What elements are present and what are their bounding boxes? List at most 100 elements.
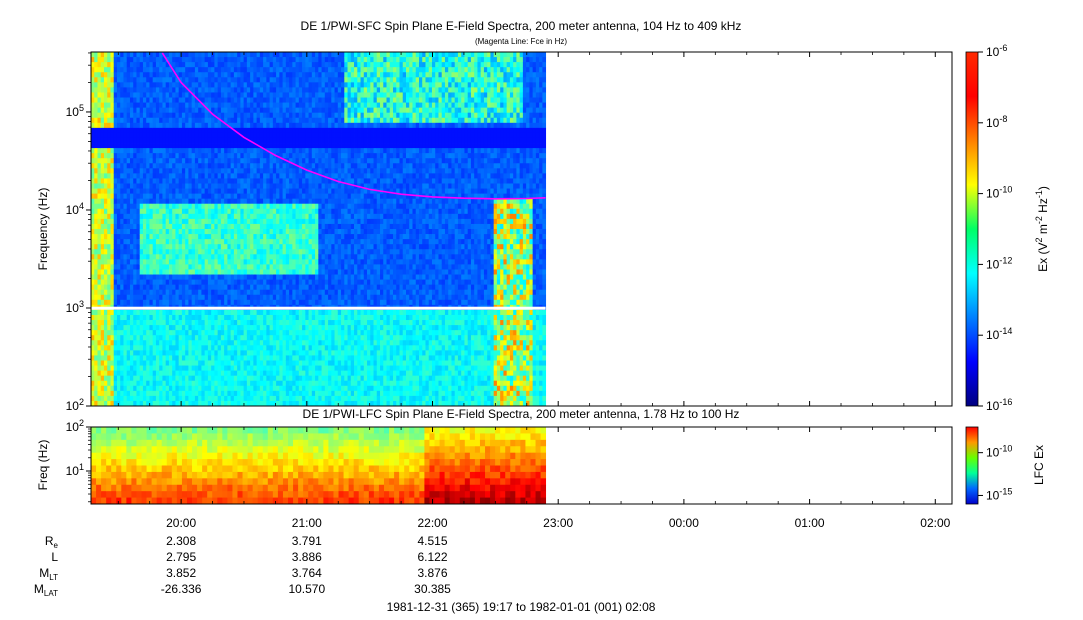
top-heatmap-cell xyxy=(120,289,124,296)
top-heatmap-cell xyxy=(250,77,254,83)
top-heatmap-cell xyxy=(259,102,264,109)
top-heatmap-cell xyxy=(282,143,287,149)
top-heatmap-cell xyxy=(126,244,131,250)
top-heatmap-cell xyxy=(259,259,264,265)
top-heatmap-cell xyxy=(305,97,309,103)
top-heatmap-cell xyxy=(308,340,313,346)
top-heatmap-cell xyxy=(198,314,202,321)
top-heatmap-cell xyxy=(185,223,189,230)
top-heatmap-cell xyxy=(263,335,267,341)
top-heatmap-cell xyxy=(266,218,271,225)
top-heatmap-cell xyxy=(276,137,280,144)
top-heatmap-cell xyxy=(149,360,154,366)
top-heatmap-cell xyxy=(214,259,219,265)
top-heatmap-cell xyxy=(211,87,215,93)
top-heatmap-cell xyxy=(220,82,225,88)
top-heatmap-cell xyxy=(279,390,283,397)
top-heatmap-cell xyxy=(201,132,206,139)
top-heatmap-cell xyxy=(269,234,274,240)
top-heatmap-cell xyxy=(159,325,163,331)
top-panel-title: DE 1/PWI-SFC Spin Plane E-Field Spectra,… xyxy=(301,19,742,33)
top-heatmap-cell xyxy=(318,360,322,366)
top-heatmap-cell xyxy=(256,279,261,286)
top-heatmap-cell xyxy=(237,340,241,346)
top-heatmap-cell xyxy=(120,249,124,255)
top-heatmap-cell xyxy=(142,183,147,189)
top-heatmap-cell xyxy=(276,213,280,220)
top-heatmap-cell xyxy=(126,107,131,114)
top-heatmap-cell xyxy=(181,143,186,149)
top-heatmap-cell xyxy=(263,168,267,174)
top-heatmap-cell xyxy=(178,299,183,306)
top-heatmap-cell xyxy=(282,299,287,306)
top-heatmap-cell xyxy=(107,360,111,366)
top-heatmap-cell xyxy=(97,370,102,377)
top-heatmap-cell xyxy=(266,239,271,245)
top-heatmap-cell xyxy=(289,52,293,58)
top-heatmap-cell xyxy=(181,132,186,139)
top-heatmap-cell xyxy=(272,97,277,103)
top-heatmap-cell xyxy=(282,52,287,58)
top-heatmap-cell xyxy=(256,158,261,164)
top-heatmap-cell xyxy=(97,178,102,184)
top-heatmap-cell xyxy=(155,299,160,306)
top-heatmap-cell xyxy=(292,340,296,346)
top-heatmap-cell xyxy=(211,213,215,220)
top-heatmap-cell xyxy=(289,370,293,377)
top-heatmap-cell xyxy=(308,72,313,78)
top-heatmap-cell xyxy=(175,62,180,68)
top-heatmap-cell xyxy=(256,52,261,58)
top-heatmap-cell xyxy=(120,203,124,210)
top-heatmap-cell xyxy=(285,208,290,215)
top-heatmap-cell xyxy=(289,269,293,275)
top-heatmap-cell xyxy=(217,375,222,382)
top-heatmap-cell xyxy=(227,314,232,321)
top-heatmap-cell xyxy=(159,350,163,356)
top-heatmap-cell xyxy=(198,137,202,144)
top-heatmap-cell xyxy=(272,325,277,331)
top-heatmap-cell xyxy=(194,213,199,220)
top-heatmap-cell xyxy=(263,299,267,306)
top-heatmap-cell xyxy=(269,264,274,270)
top-heatmap-cell xyxy=(253,320,258,326)
top-heatmap-cell xyxy=(168,350,173,356)
top-heatmap-cell xyxy=(149,289,154,296)
top-heatmap-cell xyxy=(259,395,264,402)
top-heatmap-cell xyxy=(120,92,124,98)
top-heatmap-cell xyxy=(289,229,293,235)
top-heatmap-cell xyxy=(188,395,193,402)
top-heatmap-cell xyxy=(311,153,316,159)
top-heatmap-cell xyxy=(308,234,313,240)
top-heatmap-cell xyxy=(94,264,98,270)
top-heatmap-cell xyxy=(266,188,271,194)
top-heatmap-cell xyxy=(149,229,154,235)
top-heatmap-cell xyxy=(139,330,144,336)
top-heatmap-cell xyxy=(263,325,267,331)
top-heatmap-cell xyxy=(292,148,296,154)
top-heatmap-cell xyxy=(110,148,115,154)
top-heatmap-cell xyxy=(120,163,124,169)
top-heatmap-cell xyxy=(149,279,154,286)
top-heatmap-cell xyxy=(103,77,108,83)
top-heatmap-cell xyxy=(237,173,241,179)
top-heatmap-cell xyxy=(120,183,124,189)
top-heatmap-cell xyxy=(217,52,222,58)
top-heatmap-cell xyxy=(250,102,254,109)
top-heatmap-cell xyxy=(175,284,180,291)
top-heatmap-cell xyxy=(285,62,290,68)
top-heatmap-cell xyxy=(107,183,111,189)
top-heatmap-cell xyxy=(227,52,232,58)
top-heatmap-cell xyxy=(302,254,306,260)
top-heatmap-cell xyxy=(308,289,313,296)
top-heatmap-cell xyxy=(295,274,300,280)
top-heatmap-cell xyxy=(94,188,98,194)
top-heatmap-cell xyxy=(172,112,176,119)
top-heatmap-cell xyxy=(185,284,189,291)
top-heatmap-cell xyxy=(146,309,150,316)
top-heatmap-cell xyxy=(282,284,287,291)
top-heatmap-cell xyxy=(276,62,280,68)
top-heatmap-cell xyxy=(289,264,293,270)
top-heatmap-cell xyxy=(211,127,215,134)
top-heatmap-cell xyxy=(159,340,163,346)
top-heatmap-cell xyxy=(233,102,238,109)
